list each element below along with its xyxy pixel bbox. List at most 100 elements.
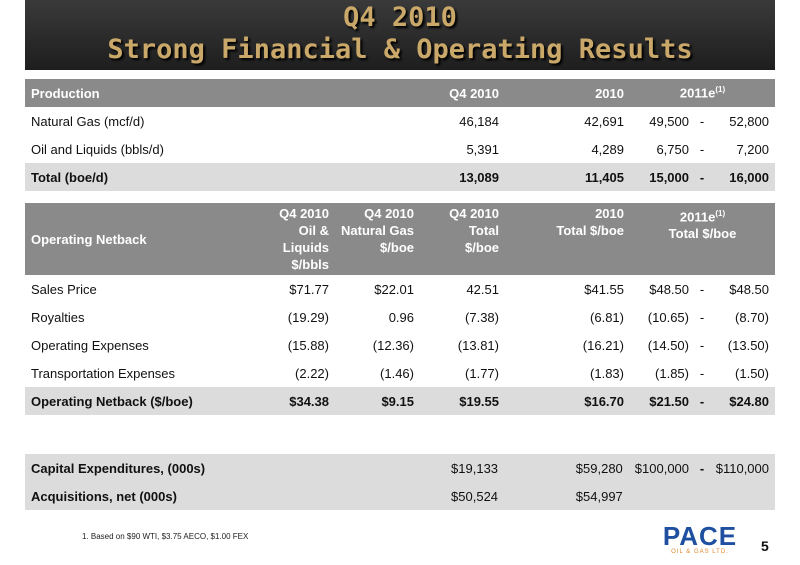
header-line: Natural Gas (341, 223, 414, 238)
row-label: Acquisitions, net (000s) (25, 482, 355, 510)
cell-2011e-low: $48.50 (649, 281, 689, 297)
header-line: Total $/boe (668, 226, 737, 242)
empty-cell (695, 482, 709, 510)
table-header-row: Production Q4 2010 2010 2011e(1) (25, 79, 775, 107)
cell-2011e-high: $48.50 (729, 281, 769, 297)
cell-total: (7.38) (465, 309, 499, 325)
header-2010: 2010 (505, 79, 630, 107)
cell-2010: $41.55 (584, 281, 624, 297)
cell-2011e-high: $24.80 (709, 387, 775, 415)
cell-oil: (2.22) (295, 365, 329, 381)
cell-total: (13.81) (457, 337, 499, 353)
cell-2011e-low: $100,000 (628, 454, 696, 482)
cell-gas: (1.46) (380, 365, 414, 381)
page-number: 5 (761, 538, 769, 554)
cell-2010: $16.70 (505, 387, 630, 415)
table-row: Capital Expenditures, (000s) $19,133 $59… (25, 454, 775, 482)
header-line: Liquids (282, 240, 329, 255)
cell-2011e-low (628, 482, 696, 510)
cell-2011e-high: (13.50) (727, 337, 769, 353)
header-line: Q4 2010 (364, 206, 414, 221)
table-header-row: Operating Netback Q4 2010 Oil & Liquids … (25, 203, 775, 275)
cell-q4: 5,391 (466, 141, 499, 157)
table-row: Oil and Liquids (bbls/d) 5,391 4,289 6,7… (25, 135, 775, 163)
header-operating-netback: Operating Netback (25, 203, 240, 275)
header-line: Total $/boe (556, 223, 624, 238)
cell-gas: $9.15 (335, 387, 420, 415)
table-row: Natural Gas (mcf/d) 46,184 42,691 49,500… (25, 107, 775, 135)
cell-2010: $54,997 (504, 482, 629, 510)
footnote-ref: (1) (715, 209, 726, 218)
cell-oil: $34.38 (240, 387, 335, 415)
cell-2011e-low: (10.65) (647, 309, 689, 325)
header-oil-liquids: Q4 2010 Oil & Liquids $/bbls (240, 203, 335, 275)
range-dash: - (699, 113, 705, 129)
cell-gas: $22.01 (374, 281, 414, 297)
cell-2010: 42,691 (584, 113, 624, 129)
range-dash: - (699, 281, 705, 297)
header-2011e-text: 2011e (679, 209, 716, 225)
cell-2010: 4,289 (591, 141, 624, 157)
header-production: Production (25, 79, 355, 107)
cell-gas: 0.96 (388, 309, 414, 325)
cell-2011e-high: 16,000 (709, 163, 775, 191)
row-label: Transportation Expenses (31, 365, 176, 381)
cell-total: $19.55 (420, 387, 505, 415)
table-row: Royalties (19.29) 0.96 (7.38) (6.81) (10… (25, 303, 775, 331)
cell-2010: (16.21) (582, 337, 624, 353)
cell-2011e-high: $110,000 (708, 454, 775, 482)
header-2011e-text: 2011e (679, 85, 716, 101)
row-label: Total (boe/d) (25, 163, 355, 191)
cell-total: 42.51 (466, 281, 499, 297)
cell-2011e-low: (1.85) (655, 365, 689, 381)
row-label: Royalties (31, 309, 85, 325)
header-2011e: 2011e(1) (630, 79, 775, 107)
cell-oil: $71.77 (289, 281, 329, 297)
netback-table: Operating Netback Q4 2010 Oil & Liquids … (25, 203, 775, 415)
row-label: Oil and Liquids (bbls/d) (31, 141, 164, 157)
cell-q4: 46,184 (459, 113, 499, 129)
cell-2011e-high: (1.50) (735, 365, 769, 381)
cell-q4: $50,524 (354, 482, 505, 510)
cell-2011e-low: 15,000 (630, 163, 695, 191)
header-line: $/boe (380, 240, 414, 255)
footnote-ref: (1) (715, 85, 726, 95)
range-dash: - (699, 141, 705, 157)
header-2010-total: 2010 Total $/boe (505, 203, 630, 275)
range-dash: - (695, 454, 709, 482)
header-line: 2010 (595, 206, 624, 221)
table-row: Acquisitions, net (000s) $50,524 $54,997 (25, 482, 775, 510)
range-dash: - (699, 337, 705, 353)
table-row: Transportation Expenses (2.22) (1.46) (1… (25, 359, 775, 387)
header-line: $/boe (465, 240, 499, 255)
company-logo: PACE OIL & GAS LTD. (650, 523, 750, 555)
cell-2010: $59,280 (504, 454, 629, 482)
cell-q4: $19,133 (354, 454, 505, 482)
row-label: Operating Expenses (31, 337, 149, 353)
header-line: 2011e(1) (636, 205, 769, 225)
total-row: Operating Netback ($/boe) $34.38 $9.15 $… (25, 387, 775, 415)
range-dash: - (699, 365, 705, 381)
cell-2010: (1.83) (590, 365, 624, 381)
cell-2011e-high: (8.70) (735, 309, 769, 325)
header-2011e-total: 2011e(1) Total $/boe (630, 203, 775, 275)
header-natural-gas: Q4 2010 Natural Gas $/boe (335, 203, 420, 275)
logo-name: PACE (662, 521, 738, 551)
cell-oil: (15.88) (287, 337, 329, 353)
slide-title-line1: Q4 2010 (343, 2, 457, 33)
row-label: Capital Expenditures, (000s) (25, 454, 355, 482)
cell-2011e-high (708, 482, 775, 510)
range-dash: - (695, 163, 709, 191)
cell-2011e-low: (14.50) (647, 337, 689, 353)
row-label: Operating Netback ($/boe) (25, 387, 240, 415)
cell-2011e-high: 52,800 (729, 113, 769, 129)
cell-oil: (19.29) (287, 309, 329, 325)
cell-2010: (6.81) (590, 309, 624, 325)
cell-gas: (12.36) (372, 337, 414, 353)
logo-subtitle: OIL & GAS LTD. (671, 549, 729, 555)
table-row: Operating Expenses (15.88) (12.36) (13.8… (25, 331, 775, 359)
header-line: Q4 2010 (279, 206, 329, 221)
cell-2011e-low: 49,500 (649, 113, 689, 129)
header-total: Q4 2010 Total $/boe (420, 203, 505, 275)
table-row: Sales Price $71.77 $22.01 42.51 $41.55 $… (25, 275, 775, 303)
